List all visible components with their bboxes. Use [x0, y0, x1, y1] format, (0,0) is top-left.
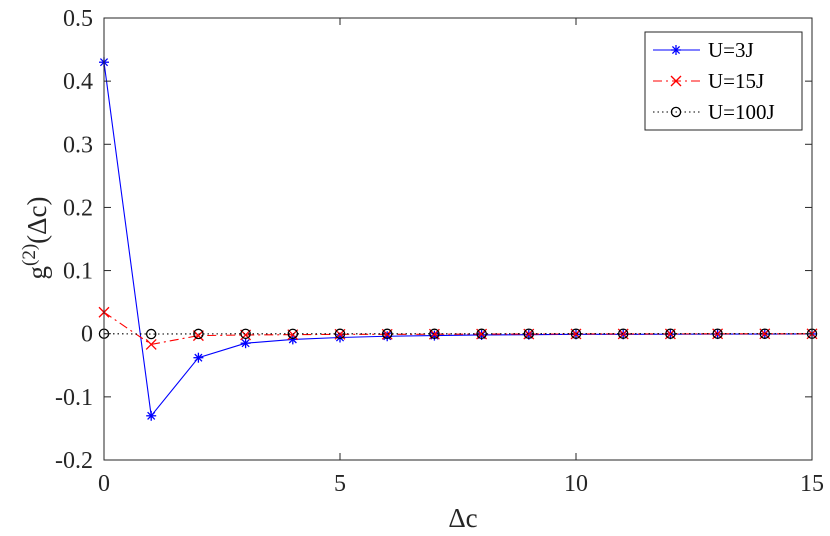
x-tick-label: 10 [564, 471, 588, 497]
data-point [145, 328, 157, 340]
data-point [193, 328, 204, 340]
y-axis-label-argument: (Δc) [22, 197, 52, 244]
data-point [712, 328, 723, 339]
x-axis-label: Δc [448, 503, 477, 533]
data-point [523, 328, 535, 339]
legend-marker [670, 106, 682, 118]
legend-item: U=3J [653, 38, 754, 62]
legend-marker [671, 45, 681, 55]
data-point [759, 328, 771, 339]
x-tick-label: 15 [800, 471, 824, 497]
series-layer [98, 57, 818, 421]
y-tick-label: 0 [81, 322, 93, 348]
y-tick-label: 0.2 [63, 195, 93, 221]
y-tick-label: -0.2 [55, 448, 93, 474]
y-axis-label-superscript: (2) [19, 244, 40, 266]
legend-item: U=100J [653, 100, 775, 124]
data-point [240, 338, 251, 349]
axes-box [103, 17, 813, 461]
series-line-2 [103, 311, 812, 346]
legend-label: U=100J [708, 100, 775, 124]
y-tick-label: -0.1 [55, 385, 93, 411]
data-point [381, 328, 393, 340]
data-point [617, 328, 629, 339]
data-point [146, 410, 157, 421]
y-tick-label: 0.4 [63, 69, 93, 95]
x-tick-label: 0 [98, 471, 110, 497]
data-point [193, 352, 204, 363]
data-point [240, 329, 252, 341]
legend-label: U=3J [708, 38, 754, 62]
svg-text:g(2)(Δc): g(2)(Δc) [19, 197, 52, 280]
legend-label: U=15J [708, 69, 764, 93]
data-point [192, 330, 204, 342]
data-point [476, 328, 487, 340]
data-point [334, 328, 346, 340]
data-point [287, 328, 299, 340]
y-axis-label: g(2)(Δc) [19, 197, 52, 280]
data-point [429, 328, 440, 340]
y-tick-label: 0.5 [63, 6, 93, 32]
x-tick-label: 5 [334, 471, 346, 497]
data-point [665, 328, 676, 339]
legend: U=3J U=15J U=100J [644, 31, 803, 131]
y-axis-label-base: g [22, 266, 52, 280]
data-point [570, 328, 582, 339]
y-tick-label: 0.1 [63, 259, 93, 285]
legend-item: U=15J [653, 69, 764, 93]
axes-layer: 0 5 10 15 -0.2 -0.1 0 0.1 0.2 0.3 0.4 0.5 [55, 6, 824, 497]
legend-marker [670, 75, 682, 87]
data-point [145, 338, 157, 350]
data-point [240, 328, 251, 340]
y-tick-label: 0.3 [63, 132, 93, 158]
